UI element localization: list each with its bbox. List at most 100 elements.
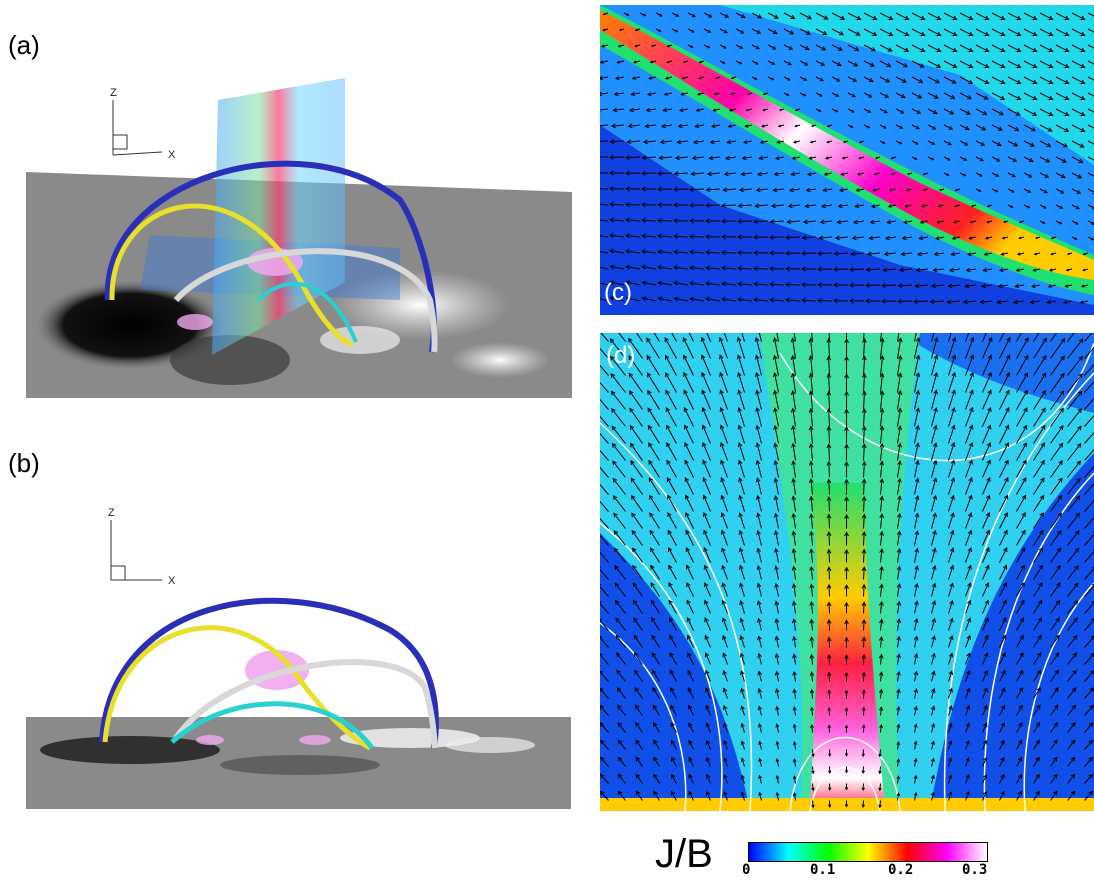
vector-arrow (767, 60, 775, 65)
vector-arrow (975, 140, 985, 146)
vector-arrowhead (772, 187, 778, 193)
vector-arrowhead (828, 804, 832, 808)
vector-arrowhead (775, 774, 780, 780)
vector-arrow (617, 687, 626, 699)
vector-arrowhead (608, 201, 614, 207)
vector-arrow (849, 268, 865, 271)
vector-arrow (863, 60, 875, 67)
vector-arrow (863, 690, 865, 699)
vector-arrow (1050, 338, 1065, 359)
vector-arrow (610, 219, 625, 222)
vector-arrow (1055, 92, 1069, 100)
vector-arrowhead (896, 741, 901, 746)
vector-arrow (965, 407, 973, 427)
vector-arrowhead (948, 791, 953, 796)
vector-arrowhead (1004, 477, 1009, 483)
vector-arrowhead (980, 283, 986, 289)
vector-arrowhead (702, 441, 707, 447)
vector-arrowhead (930, 687, 936, 693)
axes-glyph-b: Z X (108, 507, 176, 587)
vector-arrow (911, 92, 922, 99)
vector-arrow (634, 652, 643, 665)
vector-arrowhead (746, 92, 750, 95)
vector-arrowhead (917, 94, 923, 99)
vector-arrow (703, 28, 711, 33)
vector-arrow (719, 372, 728, 393)
vector-arrowhead (640, 202, 646, 208)
vector-arrowhead (755, 407, 760, 413)
vector-arrow (880, 391, 883, 410)
vector-arrowhead (819, 77, 824, 82)
vector-arrow (756, 425, 762, 444)
vector-arrowhead (816, 282, 822, 288)
vector-arrowhead (695, 108, 700, 112)
vector-arrow (1030, 300, 1041, 303)
vector-arrowhead (1012, 299, 1018, 305)
vector-arrow (600, 670, 609, 682)
vector-arrow (600, 517, 609, 529)
vector-arrowhead (832, 298, 838, 304)
vector-arrowhead (844, 689, 849, 694)
vector-arrowhead (918, 235, 923, 241)
vector-arrow (806, 188, 817, 191)
vector-arrowhead (986, 459, 991, 465)
vector-arrowhead (1075, 205, 1080, 210)
vector-arrowhead (1030, 284, 1036, 289)
vector-arrowhead (719, 371, 724, 377)
vector-arrowhead (1064, 15, 1070, 20)
vector-arrow (723, 705, 728, 716)
vector-arrow (880, 338, 884, 359)
vector-arrow (1039, 44, 1053, 52)
vector-arrow (914, 775, 917, 784)
vector-arrowhead (628, 372, 634, 378)
vector-arrow (881, 284, 897, 287)
vector-arrowhead (951, 424, 956, 430)
vector-arrowhead (616, 687, 622, 692)
vector-arrowhead (1000, 47, 1006, 52)
panel-d-map: (d) (600, 333, 1094, 811)
vector-arrow (610, 356, 626, 376)
vector-arrowhead (836, 77, 841, 82)
vector-arrow (657, 235, 673, 238)
vector-arrowhead (967, 529, 973, 535)
vector-arrowhead (1076, 460, 1081, 466)
vector-arrowhead (966, 669, 971, 675)
vector-arrow (1016, 390, 1028, 410)
vector-arrow (741, 775, 745, 784)
vector-arrow (885, 236, 897, 239)
vector-arrowhead (969, 371, 974, 377)
vector-arrowhead (896, 547, 902, 553)
vector-arrowhead (696, 92, 701, 96)
vector-arrowhead (1029, 142, 1035, 147)
vector-arrow (914, 460, 919, 478)
vector-arrowhead (1059, 425, 1064, 431)
vector-arrow (1067, 582, 1079, 597)
vector-arrowhead (949, 599, 954, 605)
vector-arrowhead (758, 722, 763, 728)
vector-arrow (610, 281, 625, 286)
vector-arrow (1084, 635, 1094, 648)
vector-arrowhead (602, 28, 606, 32)
vector-arrow (1087, 28, 1094, 33)
vector-arrowhead (613, 91, 619, 97)
vector-arrow (614, 548, 626, 563)
vector-arrowhead (787, 61, 792, 66)
vector-arrowhead (912, 299, 918, 304)
vector-arrow (1050, 670, 1059, 682)
vector-arrowhead (701, 389, 706, 395)
vector-arrowhead (937, 204, 941, 208)
vector-arrowhead (885, 78, 891, 83)
vector-arrowhead (951, 79, 957, 84)
vector-arrow (1033, 425, 1046, 444)
vector-arrowhead (688, 187, 694, 192)
vector-arrow (686, 565, 694, 580)
vector-arrowhead (790, 372, 796, 378)
vector-arrowhead (951, 336, 957, 342)
vector-arrow (1016, 722, 1023, 733)
vector-arrowhead (612, 477, 618, 483)
vector-arrow (927, 76, 940, 84)
vector-arrowhead (983, 652, 989, 658)
vector-arrow (943, 124, 953, 130)
vector-arrow (812, 783, 814, 791)
vector-arrow (1033, 373, 1047, 393)
